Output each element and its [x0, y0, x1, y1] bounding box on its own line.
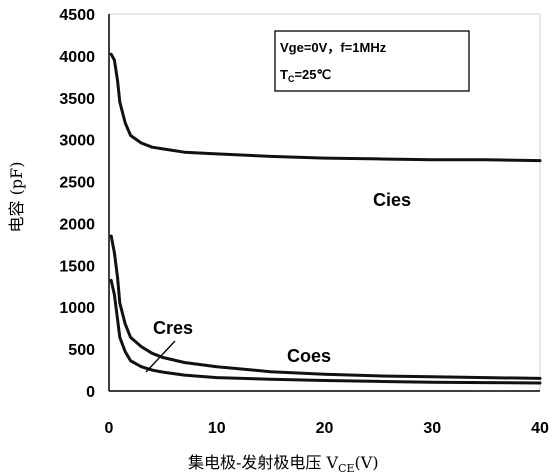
x-tick-label: 20	[316, 420, 334, 437]
series-label-cres: Cres	[153, 318, 193, 338]
y-tick-label: 2500	[59, 175, 95, 192]
y-tick-label: 3000	[59, 133, 95, 150]
x-tick-label: 30	[423, 420, 441, 437]
y-tick-label: 4500	[59, 7, 95, 24]
series-line-cies	[109, 52, 542, 163]
condition-line-2: TC=25℃	[280, 67, 331, 84]
y-tick-label: 1500	[59, 258, 95, 275]
cres-leader-line	[145, 340, 176, 373]
x-tick-label: 0	[105, 420, 114, 437]
y-tick-label: 2000	[59, 216, 95, 233]
y-tick-label: 3500	[59, 91, 95, 108]
series-line-coes	[109, 234, 542, 380]
x-axis-label: 集电极-发射极电压 VCE(V)	[188, 453, 379, 475]
series-line-cres	[109, 278, 542, 385]
condition-box: Vge=0V，f=1MHz TC=25℃	[274, 30, 470, 92]
x-tick-label: 10	[208, 420, 226, 437]
y-tick-labels: 0 500 1000 1500 2000 2500 3000 3500 4000 4500	[59, 7, 95, 401]
y-tick-label: 4000	[59, 49, 95, 66]
y-tick-label: 0	[86, 384, 95, 401]
series-lines	[109, 52, 542, 385]
series-label-cies: Cies	[373, 190, 411, 210]
cies-label-bg	[358, 182, 426, 214]
condition-line-1: Vge=0V，f=1MHz	[280, 40, 387, 55]
series-label-coes: Coes	[287, 346, 331, 366]
y-tick-label: 500	[68, 342, 95, 359]
y-tick-label: 1000	[59, 300, 95, 317]
y-axis-label: 电容 (pF)	[7, 162, 26, 233]
x-tick-labels: 0 10 20 30 40	[105, 420, 549, 437]
x-tick-label: 40	[531, 420, 549, 437]
